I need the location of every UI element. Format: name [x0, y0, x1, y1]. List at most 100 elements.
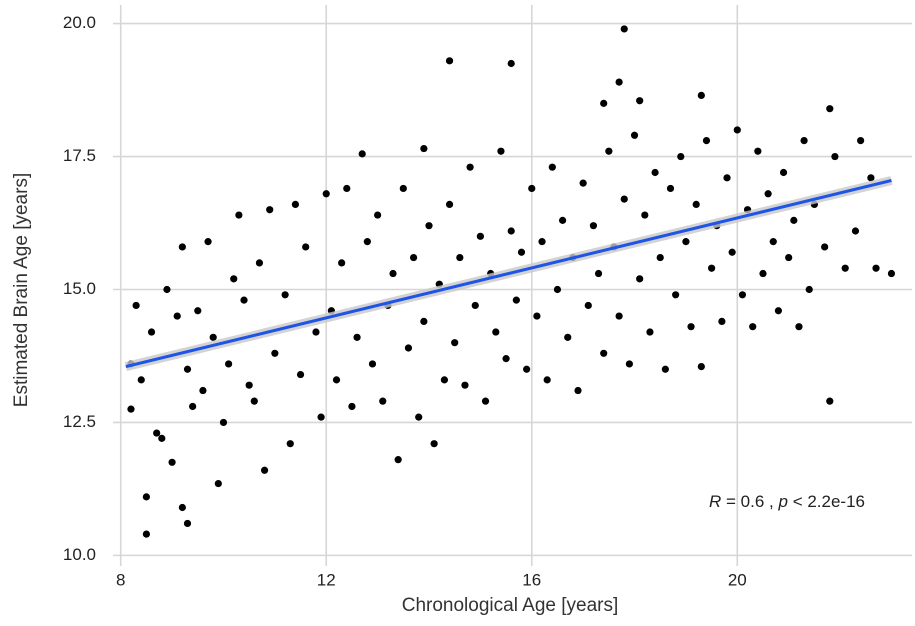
- point: [132, 301, 140, 310]
- grid: [113, 5, 912, 566]
- x-tick-label: 12: [317, 570, 336, 589]
- point: [507, 59, 515, 68]
- point: [533, 312, 541, 320]
- point: [564, 333, 572, 341]
- point: [851, 227, 860, 235]
- point: [615, 78, 623, 86]
- point: [702, 136, 711, 145]
- point: [728, 248, 736, 256]
- point: [697, 91, 705, 99]
- point: [420, 144, 428, 153]
- point: [425, 222, 433, 230]
- point: [636, 275, 644, 283]
- point: [214, 479, 222, 488]
- point: [574, 386, 582, 395]
- point: [147, 328, 156, 336]
- point: [178, 243, 186, 251]
- point: [774, 307, 783, 315]
- annotation-part: R: [709, 492, 721, 511]
- point: [872, 264, 880, 272]
- point: [548, 163, 556, 171]
- point: [630, 131, 639, 139]
- point: [199, 386, 207, 395]
- x-tick-label: 8: [116, 570, 125, 589]
- point: [718, 317, 726, 325]
- point: [646, 328, 654, 336]
- point: [620, 25, 628, 33]
- point: [502, 355, 510, 363]
- point: [769, 238, 777, 246]
- point: [821, 243, 829, 251]
- y-tick-label: 10.0: [63, 545, 96, 564]
- point: [409, 253, 418, 262]
- point: [805, 285, 813, 294]
- point: [286, 440, 294, 448]
- point: [512, 296, 520, 304]
- annotation: R = 0.6 , p < 2.2e-16: [709, 492, 865, 511]
- point: [271, 349, 279, 357]
- x-tick-label: 16: [522, 570, 541, 589]
- point: [137, 376, 145, 384]
- point: [281, 291, 289, 299]
- points: [127, 25, 896, 538]
- point: [636, 97, 644, 105]
- point: [553, 285, 562, 294]
- point: [343, 184, 351, 193]
- point: [677, 152, 685, 161]
- point: [317, 413, 325, 421]
- x-axis-title: Chronological Age [years]: [402, 595, 619, 616]
- point: [245, 381, 253, 389]
- point: [209, 333, 217, 341]
- point: [672, 291, 680, 299]
- point: [641, 211, 649, 219]
- point: [358, 150, 366, 158]
- point: [153, 429, 161, 437]
- point: [142, 530, 150, 538]
- point: [687, 323, 695, 331]
- point: [795, 323, 803, 331]
- point: [466, 163, 474, 171]
- point: [173, 312, 181, 320]
- point: [558, 216, 567, 224]
- point: [831, 152, 839, 161]
- y-tick-label: 12.5: [63, 412, 96, 431]
- point: [456, 253, 464, 262]
- point: [302, 243, 310, 251]
- point: [225, 360, 233, 368]
- point: [733, 126, 741, 134]
- point: [666, 184, 675, 193]
- y-tick-label: 17.5: [63, 146, 96, 165]
- point: [661, 365, 669, 373]
- point: [394, 456, 402, 464]
- point: [826, 397, 834, 405]
- point: [255, 259, 264, 267]
- point: [759, 269, 767, 278]
- point: [528, 184, 536, 193]
- point: [471, 301, 479, 310]
- point: [194, 307, 202, 315]
- point: [600, 99, 608, 107]
- point: [790, 216, 798, 224]
- point: [867, 174, 875, 182]
- point: [189, 402, 197, 411]
- y-axis-title: Estimated Brain Age [years]: [11, 173, 32, 407]
- point: [543, 376, 551, 384]
- point: [579, 179, 587, 187]
- regression-line: [125, 179, 892, 369]
- point: [507, 227, 515, 235]
- point: [538, 238, 546, 246]
- point: [235, 211, 243, 219]
- point: [656, 253, 664, 262]
- point: [348, 402, 356, 411]
- point: [620, 195, 628, 203]
- point: [476, 232, 484, 240]
- point: [826, 105, 834, 113]
- point: [230, 275, 238, 283]
- point: [420, 317, 428, 325]
- point: [517, 248, 526, 256]
- point: [857, 136, 865, 145]
- point: [404, 344, 413, 352]
- point: [374, 211, 382, 219]
- point: [785, 253, 793, 262]
